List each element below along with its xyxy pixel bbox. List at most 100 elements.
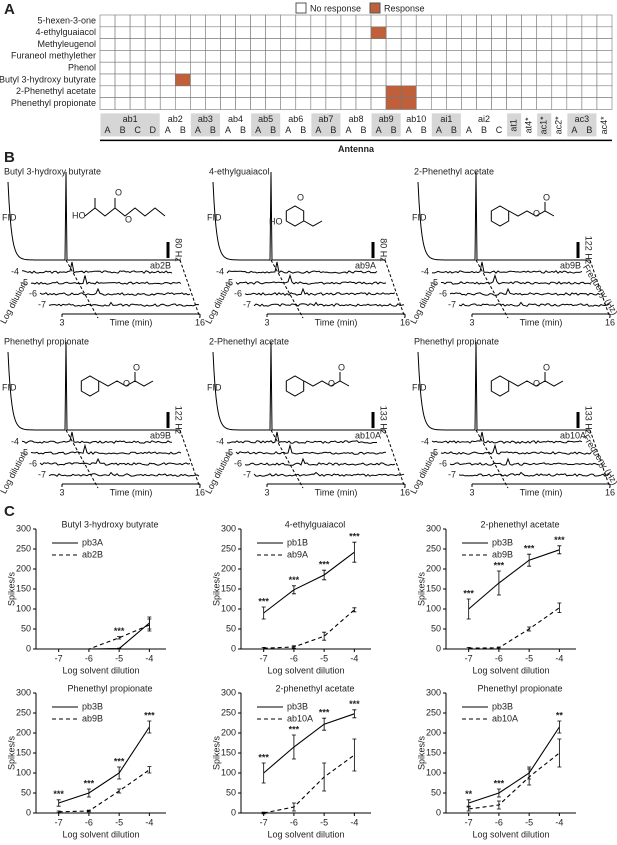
significance: ***	[144, 710, 155, 720]
dilution-label: -6	[29, 288, 37, 298]
atom-label: O	[115, 187, 122, 197]
y-tick-label: 150	[221, 583, 236, 593]
cell	[280, 38, 297, 51]
significance: ***	[258, 752, 269, 762]
sensillum-box	[567, 113, 597, 137]
x-tick-label: -7	[465, 653, 473, 663]
cell	[174, 61, 191, 75]
dashed-guide	[589, 429, 611, 489]
error-bar	[56, 810, 61, 813]
x-tick-label: 3	[59, 487, 64, 497]
x-tick-label: -5	[115, 817, 123, 827]
y-axis-label: Log dilution	[203, 280, 233, 325]
x-axis-label: Log solvent dilution	[267, 665, 344, 675]
y-tick-label: 0	[231, 807, 236, 817]
cell	[491, 26, 507, 39]
cell	[491, 50, 507, 63]
dashed-guide	[475, 259, 509, 319]
y-tick-label: 100	[426, 767, 441, 777]
chart-title: 2-phenethyl acetate	[480, 519, 559, 529]
sensillum-box	[100, 113, 160, 137]
cell	[581, 73, 598, 87]
sensillum-label: ab2	[168, 114, 183, 124]
cell	[355, 97, 372, 110]
cell	[129, 61, 146, 75]
cell	[265, 14, 282, 28]
series-line	[58, 622, 150, 650]
trace-title: Phenethyl propionate	[414, 336, 499, 346]
legend-label: pb3B	[82, 701, 103, 711]
scale-label: 133 Hz	[584, 406, 594, 435]
neuron-label: B	[240, 125, 246, 135]
cell	[596, 38, 613, 51]
cell	[491, 61, 507, 75]
cell	[295, 50, 312, 63]
cell	[174, 50, 191, 63]
cell	[190, 26, 206, 39]
row-label: Phenethyl propionate	[11, 98, 96, 108]
neuron-label: D	[149, 125, 156, 135]
structure	[285, 205, 305, 227]
error-bar	[496, 646, 501, 649]
sensillum-box	[311, 113, 341, 137]
cell	[400, 26, 417, 39]
cell	[114, 38, 131, 51]
dilution-label: -4	[216, 436, 224, 446]
cell	[521, 61, 538, 75]
dilution-label: -5	[225, 277, 233, 287]
neuron-trace	[39, 457, 191, 466]
cell	[310, 38, 327, 51]
cell	[506, 61, 522, 75]
trace-title: Phenethyl propionate	[4, 336, 89, 346]
legend-label: pb3B	[492, 701, 513, 711]
significance: ***	[463, 588, 474, 598]
scale-label: 80 Hz	[174, 238, 184, 262]
cell	[506, 14, 522, 28]
x-tick-label: -6	[495, 653, 503, 663]
cell	[235, 38, 251, 51]
atom-label: O	[543, 362, 550, 372]
cell	[99, 73, 116, 87]
cell	[476, 97, 492, 110]
legend-label: Response	[384, 3, 425, 13]
cell	[521, 50, 538, 63]
legend-label: ab10A	[287, 713, 313, 723]
x-tick-label: -4	[350, 653, 358, 663]
y-axis-label: Spikes/s	[211, 571, 221, 606]
x-axis-label: Log solvent dilution	[62, 829, 139, 839]
cell	[280, 85, 297, 98]
cell	[325, 14, 342, 28]
cell	[220, 38, 236, 51]
x-tick-label: -4	[145, 653, 153, 663]
significance: ***	[319, 708, 330, 718]
cell	[370, 97, 387, 110]
atom-label: O	[133, 362, 140, 372]
neuron-label: B	[451, 125, 457, 135]
y-tick-label: 250	[221, 543, 236, 553]
cell	[159, 61, 176, 75]
error-bar	[352, 607, 357, 613]
legend-label: pb1B	[287, 537, 308, 547]
cell	[536, 38, 553, 51]
cell	[220, 97, 236, 110]
cell	[295, 85, 312, 98]
error-bar	[261, 762, 266, 784]
cell	[566, 85, 583, 98]
response-cell	[174, 73, 191, 87]
cell	[99, 97, 116, 110]
cell	[174, 97, 191, 110]
trace-title: 2-Phenethyl acetate	[209, 336, 289, 346]
error-bar	[527, 626, 532, 632]
cell	[596, 97, 613, 110]
dilution-label: -5	[20, 277, 28, 287]
neuron-trace	[449, 287, 601, 296]
cell	[415, 73, 432, 87]
neuron-label: A	[285, 125, 291, 135]
significance: ***	[494, 560, 505, 570]
y-tick-label: 300	[16, 523, 31, 533]
significance: ***	[114, 756, 125, 766]
y-tick-label: 50	[21, 787, 31, 797]
significance: ***	[349, 699, 360, 709]
cell	[370, 38, 387, 51]
neuron-label: B	[481, 125, 487, 135]
